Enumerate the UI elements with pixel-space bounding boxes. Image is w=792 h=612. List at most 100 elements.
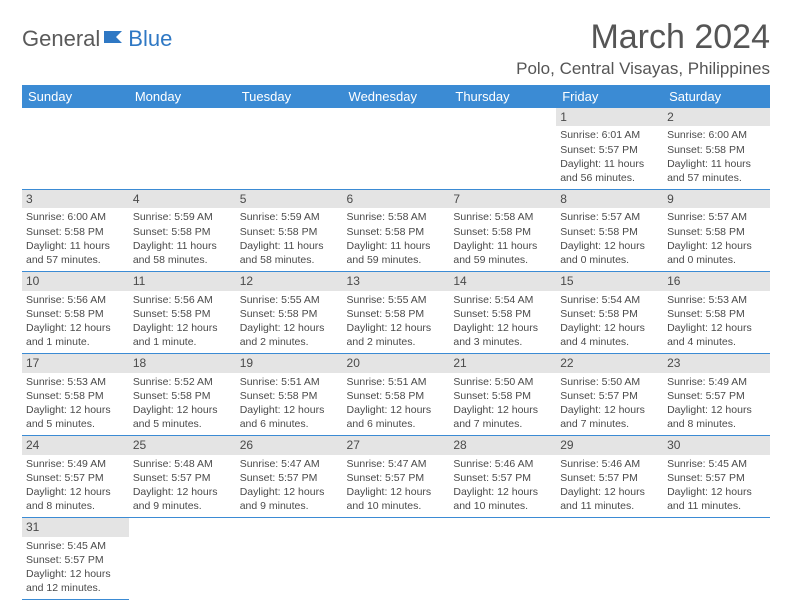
day-number: 5 [236, 190, 343, 208]
calendar-cell: 14Sunrise: 5:54 AMSunset: 5:58 PMDayligh… [449, 272, 556, 354]
daylight-line: Daylight: 12 hours and 4 minutes. [560, 321, 659, 349]
day-details: Sunrise: 5:45 AMSunset: 5:57 PMDaylight:… [22, 537, 129, 600]
daylight-line: Daylight: 12 hours and 1 minute. [26, 321, 125, 349]
calendar-cell: 29Sunrise: 5:46 AMSunset: 5:57 PMDayligh… [556, 436, 663, 518]
sunrise-line: Sunrise: 5:55 AM [240, 293, 339, 307]
day-details: Sunrise: 5:53 AMSunset: 5:58 PMDaylight:… [663, 291, 770, 354]
daylight-line: Daylight: 11 hours and 58 minutes. [133, 239, 232, 267]
daylight-line: Daylight: 12 hours and 11 minutes. [560, 485, 659, 513]
calendar-cell: 17Sunrise: 5:53 AMSunset: 5:58 PMDayligh… [22, 354, 129, 436]
calendar-cell: 18Sunrise: 5:52 AMSunset: 5:58 PMDayligh… [129, 354, 236, 436]
daylight-line: Daylight: 12 hours and 9 minutes. [240, 485, 339, 513]
day-header-row: SundayMondayTuesdayWednesdayThursdayFrid… [22, 85, 770, 108]
calendar-cell: 19Sunrise: 5:51 AMSunset: 5:58 PMDayligh… [236, 354, 343, 436]
calendar-cell [129, 518, 236, 600]
sunrise-line: Sunrise: 5:54 AM [560, 293, 659, 307]
day-header: Thursday [449, 85, 556, 108]
day-details: Sunrise: 5:57 AMSunset: 5:58 PMDaylight:… [663, 208, 770, 271]
day-details: Sunrise: 5:53 AMSunset: 5:58 PMDaylight:… [22, 373, 129, 436]
calendar-cell [236, 108, 343, 190]
day-header: Wednesday [343, 85, 450, 108]
sunset-line: Sunset: 5:57 PM [453, 471, 552, 485]
sunrise-line: Sunrise: 5:53 AM [26, 375, 125, 389]
sunset-line: Sunset: 5:58 PM [453, 225, 552, 239]
daylight-line: Daylight: 11 hours and 59 minutes. [347, 239, 446, 267]
sunrise-line: Sunrise: 5:51 AM [240, 375, 339, 389]
sunset-line: Sunset: 5:58 PM [26, 225, 125, 239]
daylight-line: Daylight: 11 hours and 57 minutes. [26, 239, 125, 267]
calendar-row: 10Sunrise: 5:56 AMSunset: 5:58 PMDayligh… [22, 272, 770, 354]
day-number: 4 [129, 190, 236, 208]
sunrise-line: Sunrise: 5:46 AM [453, 457, 552, 471]
daylight-line: Daylight: 12 hours and 0 minutes. [667, 239, 766, 267]
day-details: Sunrise: 5:47 AMSunset: 5:57 PMDaylight:… [236, 455, 343, 518]
calendar-cell: 28Sunrise: 5:46 AMSunset: 5:57 PMDayligh… [449, 436, 556, 518]
day-details: Sunrise: 5:59 AMSunset: 5:58 PMDaylight:… [236, 208, 343, 271]
sunset-line: Sunset: 5:57 PM [26, 471, 125, 485]
day-header: Friday [556, 85, 663, 108]
day-details: Sunrise: 5:52 AMSunset: 5:58 PMDaylight:… [129, 373, 236, 436]
sunset-line: Sunset: 5:58 PM [560, 225, 659, 239]
calendar-cell: 6Sunrise: 5:58 AMSunset: 5:58 PMDaylight… [343, 190, 450, 272]
day-details: Sunrise: 5:54 AMSunset: 5:58 PMDaylight:… [449, 291, 556, 354]
day-number: 11 [129, 272, 236, 290]
sunset-line: Sunset: 5:58 PM [240, 389, 339, 403]
day-number: 10 [22, 272, 129, 290]
day-details: Sunrise: 6:00 AMSunset: 5:58 PMDaylight:… [663, 126, 770, 189]
day-details: Sunrise: 5:58 AMSunset: 5:58 PMDaylight:… [449, 208, 556, 271]
daylight-line: Daylight: 12 hours and 7 minutes. [560, 403, 659, 431]
calendar-cell: 26Sunrise: 5:47 AMSunset: 5:57 PMDayligh… [236, 436, 343, 518]
calendar-cell [663, 518, 770, 600]
daylight-line: Daylight: 12 hours and 12 minutes. [26, 567, 125, 595]
sunset-line: Sunset: 5:58 PM [133, 307, 232, 321]
daylight-line: Daylight: 12 hours and 1 minute. [133, 321, 232, 349]
logo-text-blue: Blue [128, 26, 172, 52]
day-number: 7 [449, 190, 556, 208]
day-number: 22 [556, 354, 663, 372]
day-number: 14 [449, 272, 556, 290]
sunset-line: Sunset: 5:58 PM [667, 225, 766, 239]
day-details: Sunrise: 5:48 AMSunset: 5:57 PMDaylight:… [129, 455, 236, 518]
daylight-line: Daylight: 11 hours and 58 minutes. [240, 239, 339, 267]
day-details: Sunrise: 5:54 AMSunset: 5:58 PMDaylight:… [556, 291, 663, 354]
day-details: Sunrise: 5:59 AMSunset: 5:58 PMDaylight:… [129, 208, 236, 271]
day-number: 21 [449, 354, 556, 372]
daylight-line: Daylight: 12 hours and 8 minutes. [667, 403, 766, 431]
daylight-line: Daylight: 12 hours and 8 minutes. [26, 485, 125, 513]
day-number: 24 [22, 436, 129, 454]
day-number: 9 [663, 190, 770, 208]
sunrise-line: Sunrise: 5:53 AM [667, 293, 766, 307]
calendar-cell: 16Sunrise: 5:53 AMSunset: 5:58 PMDayligh… [663, 272, 770, 354]
sunrise-line: Sunrise: 5:54 AM [453, 293, 552, 307]
header: General Blue March 2024 Polo, Central Vi… [22, 18, 770, 79]
daylight-line: Daylight: 12 hours and 11 minutes. [667, 485, 766, 513]
sunset-line: Sunset: 5:57 PM [240, 471, 339, 485]
sunset-line: Sunset: 5:58 PM [240, 307, 339, 321]
day-details: Sunrise: 5:46 AMSunset: 5:57 PMDaylight:… [556, 455, 663, 518]
day-details: Sunrise: 5:49 AMSunset: 5:57 PMDaylight:… [22, 455, 129, 518]
sunrise-line: Sunrise: 5:57 AM [667, 210, 766, 224]
calendar-cell [22, 108, 129, 190]
day-details: Sunrise: 5:56 AMSunset: 5:58 PMDaylight:… [22, 291, 129, 354]
day-details: Sunrise: 5:57 AMSunset: 5:58 PMDaylight:… [556, 208, 663, 271]
sunrise-line: Sunrise: 5:47 AM [240, 457, 339, 471]
sunset-line: Sunset: 5:58 PM [667, 307, 766, 321]
calendar-row: 3Sunrise: 6:00 AMSunset: 5:58 PMDaylight… [22, 190, 770, 272]
day-number: 23 [663, 354, 770, 372]
day-number: 28 [449, 436, 556, 454]
sunrise-line: Sunrise: 5:50 AM [560, 375, 659, 389]
sunset-line: Sunset: 5:57 PM [347, 471, 446, 485]
day-details: Sunrise: 5:55 AMSunset: 5:58 PMDaylight:… [343, 291, 450, 354]
day-number: 19 [236, 354, 343, 372]
sunrise-line: Sunrise: 5:50 AM [453, 375, 552, 389]
calendar-cell [343, 518, 450, 600]
day-number: 12 [236, 272, 343, 290]
day-details: Sunrise: 5:47 AMSunset: 5:57 PMDaylight:… [343, 455, 450, 518]
daylight-line: Daylight: 12 hours and 7 minutes. [453, 403, 552, 431]
sunrise-line: Sunrise: 5:51 AM [347, 375, 446, 389]
day-number: 8 [556, 190, 663, 208]
sunrise-line: Sunrise: 6:00 AM [667, 128, 766, 142]
calendar-cell: 7Sunrise: 5:58 AMSunset: 5:58 PMDaylight… [449, 190, 556, 272]
calendar-cell [343, 108, 450, 190]
calendar-cell: 11Sunrise: 5:56 AMSunset: 5:58 PMDayligh… [129, 272, 236, 354]
